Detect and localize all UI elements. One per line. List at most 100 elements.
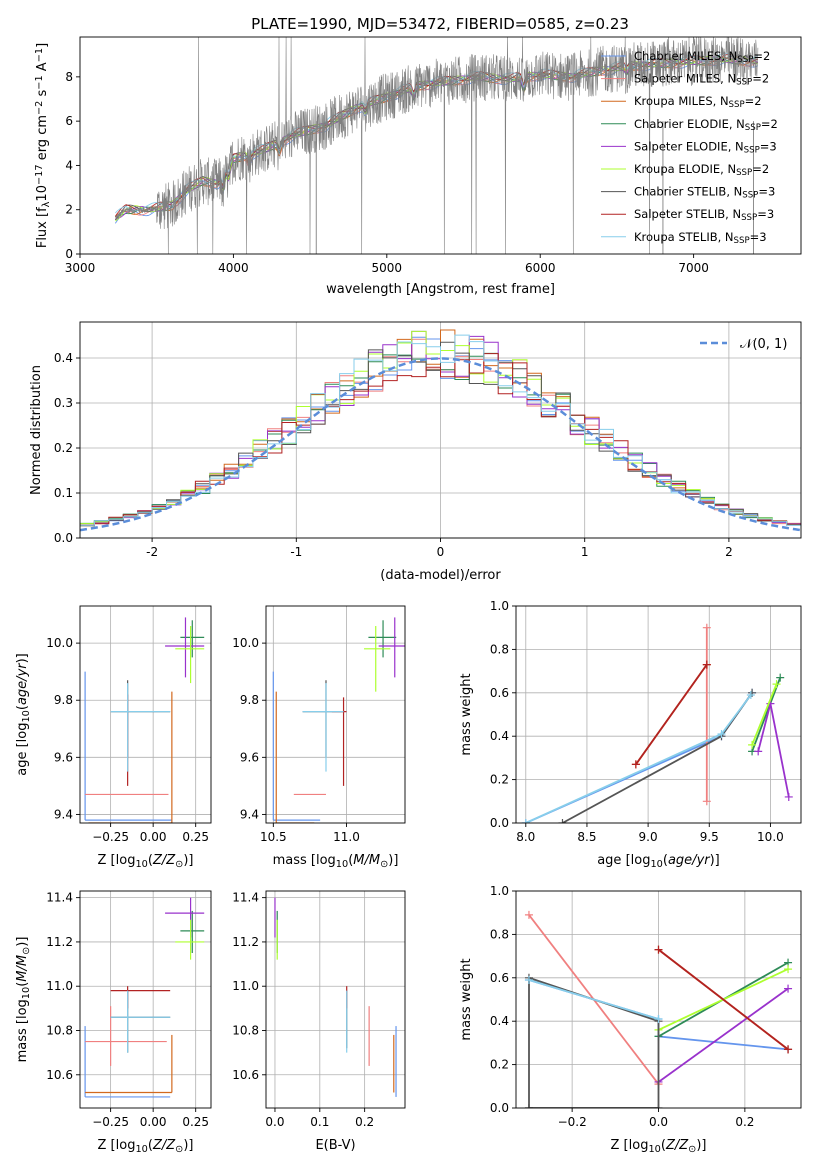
legend-entry: Chabrier MILES, NSSP=2 — [634, 49, 770, 65]
x-tick-label: 0.0 — [649, 1115, 668, 1129]
weight-marker — [558, 819, 567, 823]
y-tick-label: 11.2 — [232, 935, 259, 949]
errorbar-point — [180, 620, 205, 658]
y-tick-label: 0.6 — [490, 971, 509, 985]
weight-marker — [631, 760, 640, 769]
y-tick-label: 11.4 — [46, 891, 73, 905]
histogram-step — [80, 353, 801, 538]
weight-marker — [772, 680, 781, 689]
errorbar-point — [110, 990, 171, 1053]
y-tick-label: 1.0 — [490, 884, 509, 898]
axes-age_vs_mass: 10.5 11.0 9.4 9.6 9.8 10.0 mass [log10(M/M⊙)] — [232, 605, 406, 870]
x-tick-label: 11.0 — [333, 830, 360, 844]
weight-line — [751, 677, 782, 752]
weight-marker — [784, 792, 793, 801]
y-tick-label: 10.8 — [46, 1024, 73, 1038]
y-tick-label: 2 — [65, 203, 73, 217]
x-tick-label: -1 — [290, 545, 302, 559]
weight-marker — [784, 965, 793, 974]
y-tick-label: 0.0 — [490, 816, 509, 830]
weight-line — [751, 683, 778, 746]
errorbar-point — [364, 625, 391, 692]
weight-series — [524, 973, 663, 1108]
weight-series — [521, 688, 757, 823]
plot-area — [80, 329, 801, 538]
weight-line — [528, 976, 660, 1108]
y-tick-label: 11.0 — [232, 979, 259, 993]
errorbar-point — [110, 986, 171, 1009]
axes-frame — [265, 890, 406, 1109]
errorbar-point — [110, 990, 171, 1053]
x-axis-label: mass [log10(M/M⊙)] — [273, 853, 399, 870]
weight-marker — [521, 819, 530, 823]
y-tick-label: 9.8 — [54, 693, 73, 707]
x-tick-label: 0.1 — [310, 1115, 329, 1129]
weight-marker — [784, 1045, 793, 1054]
axes-age_vs_Z: −0.25 0.00 0.25 9.4 9.6 9.8 10.0 Z [log10(Z/Z⊙)… — [15, 605, 212, 870]
axes-frame — [515, 605, 802, 824]
y-tick-label: 9.6 — [240, 750, 259, 764]
weight-series — [702, 623, 711, 806]
y-tick-label: 10.0 — [46, 636, 73, 650]
x-tick-label: 0.0 — [265, 1115, 284, 1129]
weight-marker — [702, 797, 711, 806]
weight-series — [754, 699, 793, 801]
y-tick-label: 11.0 — [46, 979, 73, 993]
y-tick-label: 10.0 — [232, 636, 259, 650]
y-tick-label: 0 — [65, 247, 73, 261]
histogram-step — [80, 334, 801, 538]
y-tick-label: 10.6 — [46, 1068, 73, 1082]
axes-frame — [265, 605, 406, 824]
y-tick-label: 0.3 — [54, 396, 73, 410]
weight-series — [521, 690, 755, 823]
y-axis-label: Flux [fλ10−17 erg cm−2 s−1 A−1] — [34, 43, 52, 248]
errorbar-point — [180, 910, 205, 953]
weight-marker — [654, 1015, 663, 1024]
x-tick-label: -2 — [146, 545, 158, 559]
plot-area — [114, 37, 759, 254]
legend-entry: Salpeter ELODIE, NSSP=3 — [634, 139, 777, 155]
x-tick-label: 0.25 — [182, 1115, 209, 1129]
weight-marker — [748, 740, 757, 749]
y-tick-label: 0.8 — [490, 642, 509, 656]
legend-entry: Kroupa MILES, NSSP=2 — [634, 94, 762, 110]
data-spectrum — [115, 37, 759, 254]
weight-marker — [702, 623, 711, 632]
errorbar-point — [175, 919, 205, 960]
plot-area — [84, 897, 205, 1098]
x-tick-label: 2 — [725, 545, 733, 559]
y-tick-label: 0.2 — [490, 1058, 509, 1072]
weight-marker — [717, 730, 726, 739]
y-tick-label: 0.1 — [54, 486, 73, 500]
legend-entry: Kroupa STELIB, NSSP=3 — [634, 230, 767, 246]
y-tick-label: 8 — [65, 70, 73, 84]
plot-area — [274, 897, 397, 1097]
y-tick-label: 0.4 — [490, 1014, 509, 1028]
x-axis-label: E(B-V) — [315, 1138, 355, 1153]
weight-marker — [654, 945, 663, 954]
errorbar-point — [88, 691, 173, 823]
y-tick-label: 11.4 — [232, 891, 259, 905]
plot-area — [84, 617, 205, 823]
weight-marker — [524, 975, 533, 984]
x-tick-label: 0.00 — [140, 1115, 167, 1129]
figure-title: PLATE=1990, MJD=53472, FIBERID=0585, z=0… — [251, 15, 629, 33]
weight-marker — [754, 747, 763, 756]
axes-frame — [79, 36, 802, 255]
weight-line — [525, 694, 752, 823]
y-tick-label: 9.8 — [240, 693, 259, 707]
x-tick-label: 0.2 — [355, 1115, 374, 1129]
x-tick-label: 5000 — [372, 261, 403, 275]
y-tick-label: 0.8 — [490, 927, 509, 941]
x-tick-label: 4000 — [218, 261, 249, 275]
legend-entry: Salpeter MILES, NSSP=2 — [634, 72, 769, 88]
x-axis-label: Z [log10(Z/Z⊙)] — [98, 853, 194, 870]
weight-marker — [746, 690, 755, 699]
x-tick-label: 10.5 — [260, 830, 287, 844]
errorbar-point — [331, 697, 347, 786]
errorbar-point — [85, 1034, 173, 1094]
errorbar-point — [165, 897, 205, 938]
weight-line — [525, 692, 753, 823]
weight-series — [558, 688, 757, 823]
